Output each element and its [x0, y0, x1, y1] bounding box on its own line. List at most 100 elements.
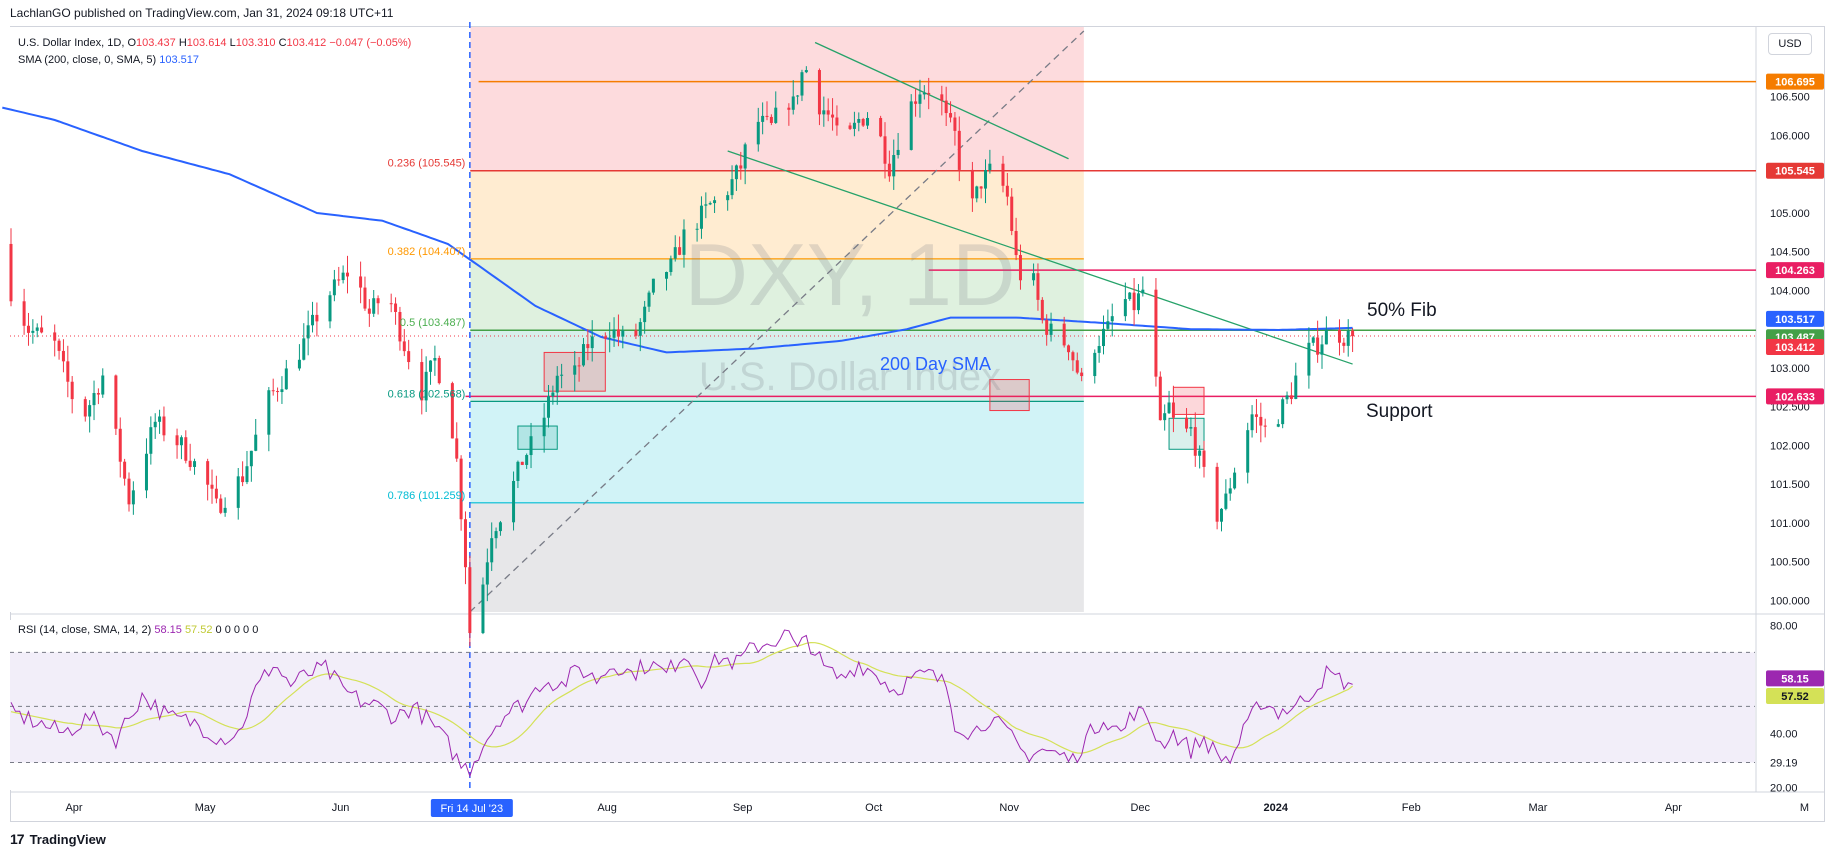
- candle: [678, 236, 682, 256]
- candle-body: [1259, 416, 1263, 426]
- candle-body: [774, 107, 778, 123]
- candle-body: [551, 392, 555, 397]
- candle-body: [603, 336, 607, 339]
- symbol-watermark-sub: U.S. Dollar Index: [699, 355, 1001, 399]
- candle: [944, 86, 948, 127]
- candle-body: [555, 375, 559, 393]
- candle: [909, 94, 913, 151]
- candle: [1075, 352, 1079, 375]
- candle-body: [1049, 323, 1053, 335]
- candle: [398, 306, 402, 351]
- candle: [83, 396, 87, 422]
- candle-body: [826, 110, 830, 115]
- candle: [459, 455, 463, 531]
- candle-body: [433, 357, 437, 361]
- candle: [1219, 508, 1223, 532]
- candle-body: [1346, 330, 1350, 346]
- support-annotation: Support: [1366, 401, 1433, 422]
- candle: [345, 255, 349, 294]
- candle: [547, 384, 551, 428]
- time-tick-label: Oct: [865, 802, 882, 814]
- candle: [455, 422, 459, 462]
- candle: [765, 101, 769, 121]
- candle-body: [1141, 289, 1145, 294]
- candle: [940, 85, 944, 116]
- candle-body: [651, 278, 655, 293]
- candle-body: [1215, 466, 1219, 522]
- candle-body: [879, 117, 883, 137]
- candle-body: [857, 119, 861, 123]
- candle-body: [402, 341, 406, 352]
- candle-body: [796, 95, 800, 97]
- price-tick-label: 106.000: [1770, 130, 1810, 142]
- candle-body: [1102, 328, 1105, 347]
- candle: [9, 228, 13, 307]
- fib-level-label: 0.5 (103.487): [400, 317, 465, 329]
- rsi-tick-label: 40.00: [1770, 728, 1798, 740]
- tradingview-brand: TradingView: [29, 831, 106, 847]
- candle: [734, 164, 738, 191]
- candle: [743, 142, 747, 185]
- candle-body: [743, 144, 747, 169]
- currency-button[interactable]: USD: [1768, 33, 1812, 55]
- candle-body: [1285, 395, 1289, 400]
- candle: [774, 91, 778, 124]
- candle: [883, 122, 887, 179]
- candle-body: [765, 115, 769, 117]
- candle: [616, 314, 620, 347]
- candle: [866, 112, 870, 130]
- candle-body: [332, 279, 336, 296]
- candle-body: [525, 455, 529, 465]
- candle-body: [1246, 430, 1250, 473]
- candle: [520, 461, 524, 466]
- candle: [144, 438, 148, 499]
- candle: [861, 117, 865, 127]
- candle: [1045, 314, 1049, 346]
- candle-body: [800, 72, 804, 96]
- rsi-sma-line: [10, 641, 1353, 754]
- candle-body: [485, 562, 489, 585]
- candle-body: [219, 498, 223, 513]
- candle-body: [389, 303, 393, 305]
- candle-body: [1067, 345, 1071, 353]
- candle: [879, 115, 883, 138]
- candle-body: [276, 391, 280, 393]
- candle-body: [1005, 185, 1009, 197]
- candle-body: [512, 480, 516, 523]
- candle: [271, 378, 275, 396]
- close-label: C: [279, 37, 287, 49]
- candle: [92, 380, 96, 421]
- candle-body: [835, 117, 839, 126]
- time-tick-label: 2024: [1264, 802, 1289, 814]
- tradingview-footer[interactable]: 17 TradingView: [10, 831, 106, 847]
- candle-body: [678, 247, 682, 255]
- fib-level-label: 0.382 (104.407): [388, 246, 466, 258]
- candle-body: [179, 437, 183, 446]
- candle-body: [284, 368, 288, 390]
- fib-zone: [470, 401, 1084, 503]
- candle: [35, 323, 39, 338]
- price-tick-label: 106.500: [1770, 92, 1810, 104]
- candle-body: [1132, 292, 1136, 311]
- candle: [1346, 319, 1350, 357]
- candle: [1198, 445, 1202, 469]
- candle: [586, 329, 590, 361]
- fib-level-label: 0.236 (105.545): [388, 158, 466, 170]
- candle-body: [1080, 372, 1084, 377]
- candle: [665, 271, 668, 291]
- candle: [206, 458, 210, 501]
- date-marker-text: Fri 14 Jul '23: [441, 803, 504, 815]
- candle: [1167, 390, 1171, 414]
- candle: [96, 388, 100, 405]
- candle-body: [1254, 414, 1258, 417]
- candle: [831, 98, 835, 131]
- candle-body: [665, 272, 668, 279]
- candle: [695, 223, 699, 242]
- time-tick-label: M: [1800, 802, 1809, 814]
- candle: [1141, 276, 1145, 297]
- candle-body: [280, 389, 284, 393]
- candle: [896, 133, 900, 159]
- candle-body: [184, 437, 188, 461]
- candle-body: [254, 434, 258, 451]
